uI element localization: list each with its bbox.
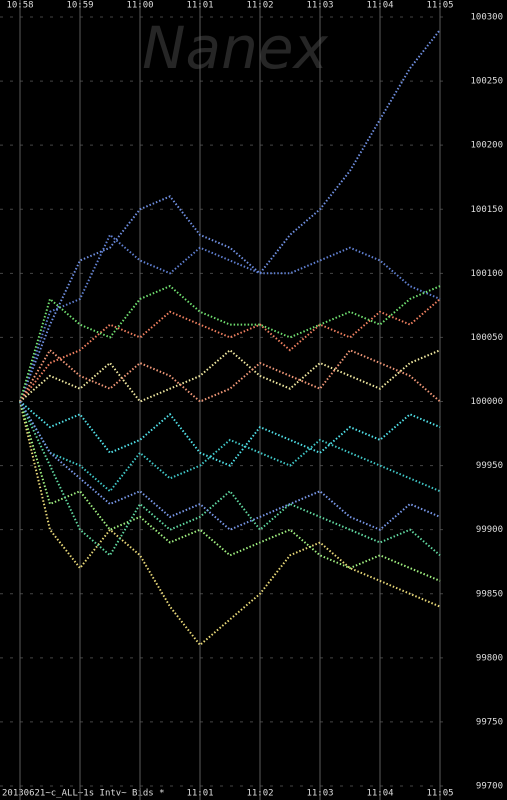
series-line <box>19 348 441 403</box>
y-tick-label: 99900 <box>476 525 503 535</box>
x-tick-label: 11:00 <box>126 1 153 11</box>
y-tick-label: 99800 <box>476 653 503 663</box>
y-tick-label: 99700 <box>476 782 503 792</box>
x-tick-label: 11:05 <box>426 789 453 799</box>
x-tick-label: 11:03 <box>306 1 333 11</box>
series-line <box>19 401 441 582</box>
series-line <box>19 29 441 402</box>
footer: 20130621~c_ALL~1s Intv~ Bids * <box>2 789 165 799</box>
y-tick-label: 99750 <box>476 717 503 727</box>
x-tick-label: 10:58 <box>6 1 33 11</box>
x-tick-label: 11:02 <box>246 1 273 11</box>
x-tick-label: 11:01 <box>186 789 213 799</box>
y-tick-label: 100300 <box>470 13 503 23</box>
series-line <box>19 233 441 402</box>
series-line <box>19 400 441 467</box>
x-tick-label: 11:03 <box>306 789 333 799</box>
series-line <box>19 400 441 493</box>
x-tick-label: 11:05 <box>426 1 453 11</box>
x-tick-label: 10:59 <box>66 1 93 11</box>
y-tick-label: 100050 <box>470 333 503 343</box>
y-tick-label: 100100 <box>470 269 503 279</box>
y-tick-label: 100250 <box>470 77 503 87</box>
x-tick-label: 11:01 <box>186 1 213 11</box>
series-line <box>19 401 441 557</box>
series-line <box>19 401 441 647</box>
y-tick-label: 100200 <box>470 141 503 151</box>
y-tick-label: 99850 <box>476 589 503 599</box>
x-tick-label: 11:04 <box>366 789 393 799</box>
series-line <box>19 400 441 531</box>
y-tick-label: 99950 <box>476 461 503 471</box>
y-tick-label: 100000 <box>470 397 503 407</box>
watermark: Nanex <box>142 14 328 82</box>
x-tick-label: 11:04 <box>366 1 393 11</box>
series-line <box>19 298 441 403</box>
y-tick-label: 100150 <box>470 205 503 215</box>
x-tick-label: 11:02 <box>246 789 273 799</box>
